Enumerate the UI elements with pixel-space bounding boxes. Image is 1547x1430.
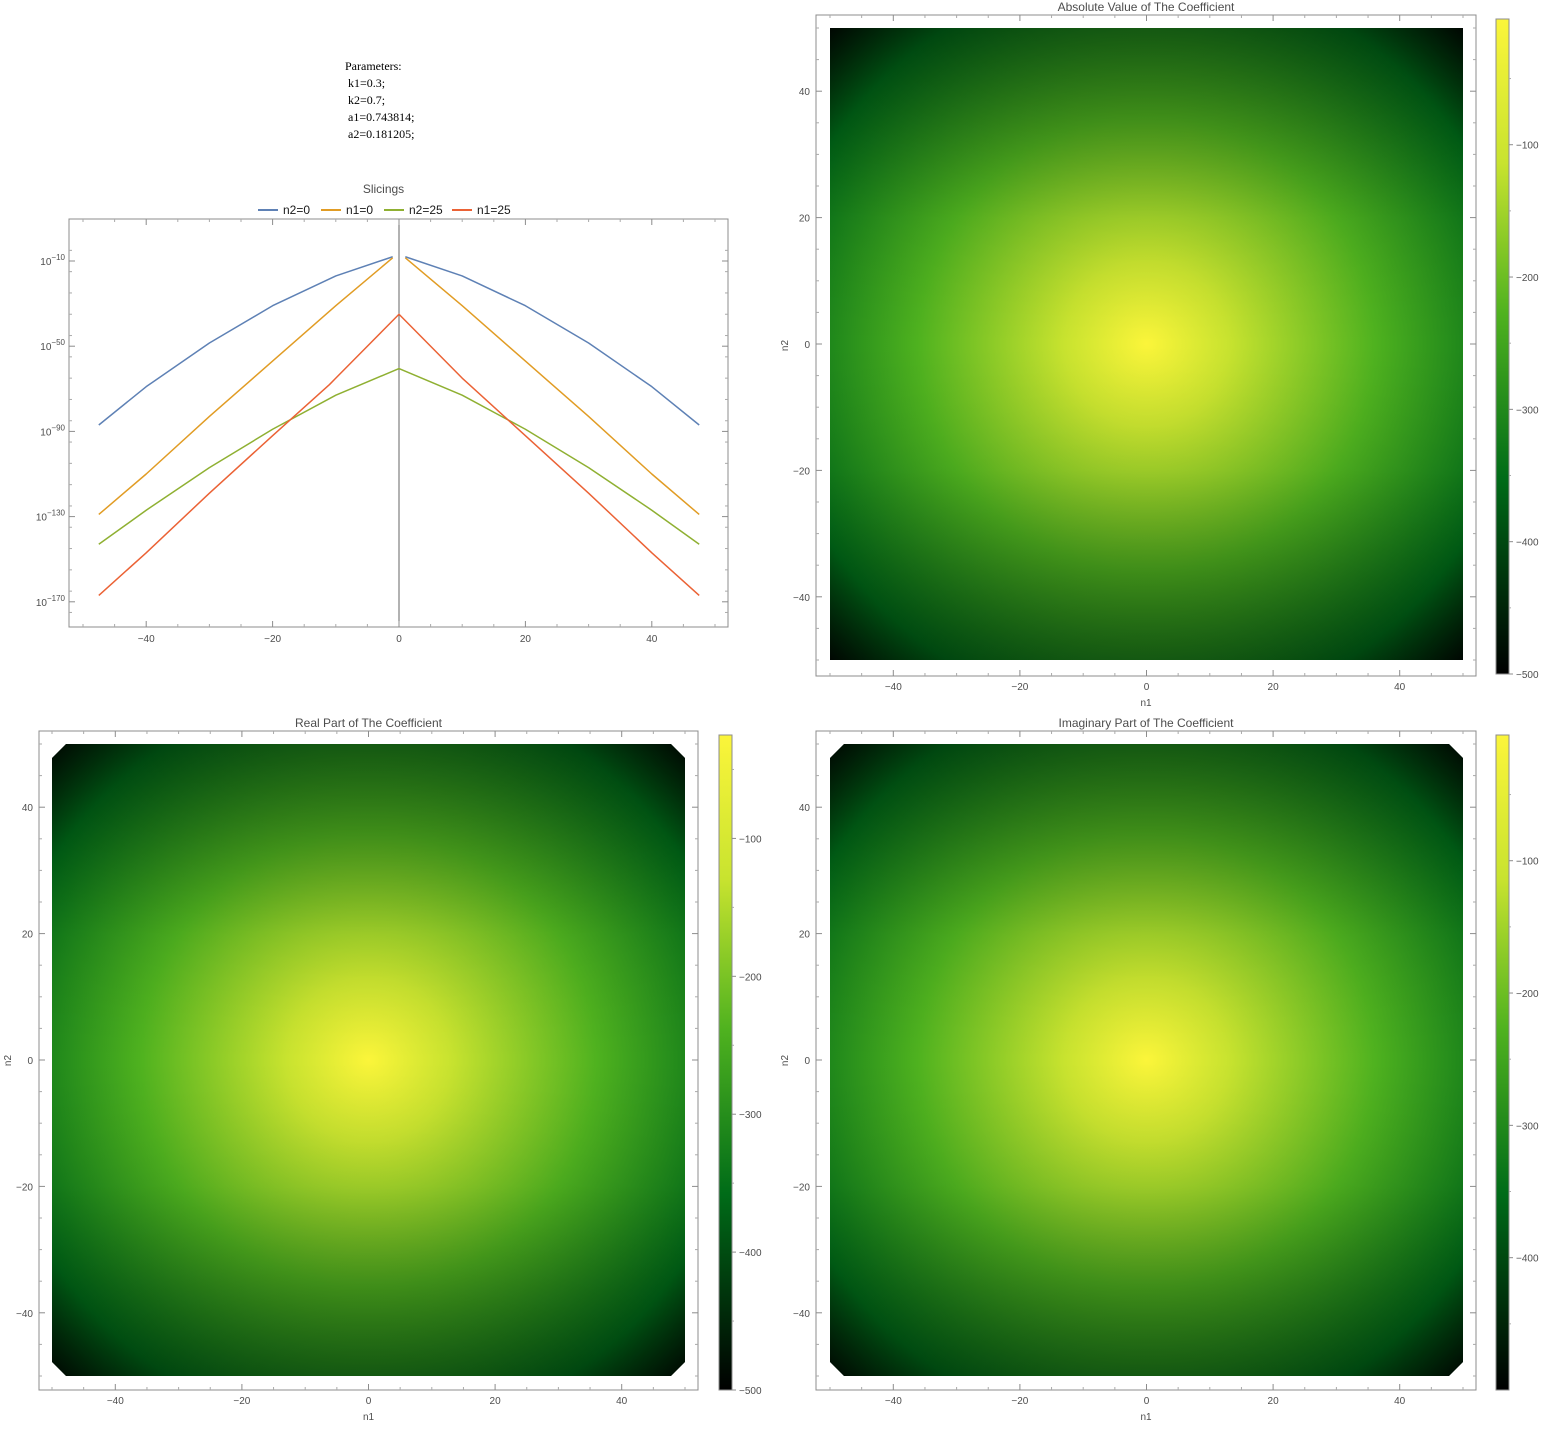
colorbar [718,734,733,1391]
y-tick-label: 0 [804,340,810,351]
y-axis-label: n2 [780,1055,791,1067]
colorbar [1495,18,1510,675]
parameter-line: a2=0.181205; [348,127,415,141]
x-axis-label: n1 [363,1412,375,1423]
parameters-block: Parameters: k1=0.3; k2=0.7; a1=0.743814;… [345,58,465,143]
x-tick-label: −20 [264,634,281,645]
series-line-n1=25 [98,313,700,596]
y-tick-label: 40 [22,803,34,814]
y-tick-label: 0 [27,1056,33,1067]
y-tick-label: 10−90 [40,423,65,438]
parameter-line: a1=0.743814; [348,110,415,124]
colorbar-tick-label: −300 [739,1110,762,1121]
y-tick-label: 20 [22,930,34,941]
x-tick-label: 40 [646,634,658,645]
y-tick-label: −20 [16,1182,33,1193]
y-tick-label: 40 [799,803,811,814]
colorbar-tick-label: −200 [1516,989,1539,1000]
colorbar [1495,734,1510,1391]
x-axis-label: n1 [1140,698,1152,709]
y-tick-label: −40 [793,1309,810,1320]
parameters-heading: Parameters: [345,59,402,73]
series-line-n1=0 [98,257,700,516]
y-tick-label: 10−130 [36,509,66,524]
chart-title: Real Part of The Coefficient [295,716,443,730]
x-tick-label: 0 [1144,1396,1150,1407]
y-tick-label: 10−170 [36,594,66,609]
y-axis-label: n2 [780,340,791,352]
x-tick-label: 40 [1394,1396,1406,1407]
y-axis-label: n2 [3,1055,14,1067]
colorbar-tick-label: −100 [1516,857,1539,868]
y-tick-label: 20 [799,930,811,941]
x-tick-label: 0 [366,1396,372,1407]
colorbar-tick-label: −300 [1516,1121,1539,1132]
legend-label: n2=25 [409,203,443,217]
x-axis-label: n1 [1140,1412,1152,1423]
legend-label: n1=0 [346,203,373,217]
y-tick-label: 0 [804,1056,810,1067]
chart-title: Absolute Value of The Coefficient [1058,0,1235,14]
slicings-chart: Slicings −40 −20 0 20 40 10−10 10−50 10−90 10−130… [36,182,729,645]
x-tick-label: 0 [1144,682,1150,693]
heatmap-shading [52,744,685,1376]
colorbar-tick-label: −200 [1516,273,1539,284]
y-tick-label: −40 [16,1309,33,1320]
x-tick-label: −40 [885,682,902,693]
y-tick-label: 20 [799,214,811,225]
y-tick-label: −20 [793,466,810,477]
heatmap-shading [830,744,1463,1376]
parameter-line: k1=0.3; [348,76,386,90]
x-tick-label: −20 [233,1396,250,1407]
colorbar-tick-label: −400 [1516,1254,1539,1265]
parameter-line: k2=0.7; [348,93,386,107]
colorbar-tick-label: −100 [739,834,762,845]
colorbar-tick-label: −100 [1516,141,1539,152]
legend-label: n1=25 [477,203,511,217]
x-tick-label: 0 [396,634,402,645]
colorbar-tick-label: −400 [1516,538,1539,549]
y-tick-label: −40 [793,593,810,604]
x-tick-label: −40 [138,634,155,645]
x-tick-label: −40 [107,1396,124,1407]
legend-label: n2=0 [283,203,310,217]
x-tick-label: −40 [885,1396,902,1407]
x-tick-label: 20 [490,1396,502,1407]
x-tick-label: −20 [1011,1396,1028,1407]
colorbar-tick-label: −500 [1516,670,1539,681]
chart-title: Imaginary Part of The Coefficient [1059,716,1235,730]
x-tick-label: 20 [1268,1396,1280,1407]
series-line-n2=0 [98,256,700,426]
colorbar-tick-label: −200 [739,972,762,983]
y-tick-label: 40 [799,87,811,98]
y-tick-label: 10−50 [40,338,65,353]
chart-title: Slicings [363,182,404,196]
heatmap-panel-3: Imaginary Part of The Coefficient−40 −20 0… [780,716,1539,1423]
x-tick-label: 20 [520,634,532,645]
x-tick-label: 20 [1268,682,1280,693]
colorbar-tick-label: −500 [739,1386,762,1397]
heatmap-panel-2: Real Part of The Coefficient−40 −20 0 20 404… [3,716,762,1423]
heatmap-panel-1: Absolute Value of The Coefficient−40 −20 0… [780,0,1539,709]
x-tick-label: −20 [1011,682,1028,693]
x-tick-label: 40 [1394,682,1406,693]
heatmap-shading [830,28,1463,660]
series-line-n2=25 [98,367,700,545]
y-tick-label: −20 [793,1182,810,1193]
x-tick-label: 40 [616,1396,628,1407]
colorbar-tick-label: −400 [739,1248,762,1259]
y-tick-label: 10−10 [40,253,65,268]
colorbar-tick-label: −300 [1516,405,1539,416]
